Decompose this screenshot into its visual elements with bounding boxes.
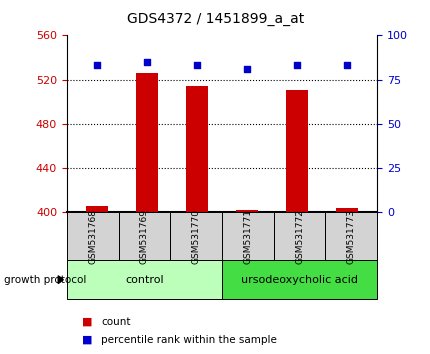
Bar xyxy=(185,86,208,212)
Bar xyxy=(235,210,258,212)
Text: GSM531771: GSM531771 xyxy=(243,209,252,264)
Bar xyxy=(135,73,158,212)
Point xyxy=(243,66,250,72)
Text: percentile rank within the sample: percentile rank within the sample xyxy=(101,335,276,345)
Point xyxy=(93,63,100,68)
Text: GDS4372 / 1451899_a_at: GDS4372 / 1451899_a_at xyxy=(126,12,304,27)
Text: growth protocol: growth protocol xyxy=(4,275,86,285)
Text: ursodeoxycholic acid: ursodeoxycholic acid xyxy=(240,275,357,285)
Bar xyxy=(335,208,357,212)
Bar xyxy=(285,90,307,212)
Point xyxy=(293,63,300,68)
Text: count: count xyxy=(101,317,130,327)
Text: ■: ■ xyxy=(82,335,92,345)
Point xyxy=(343,63,350,68)
Bar xyxy=(86,206,108,212)
Text: control: control xyxy=(125,275,163,285)
Text: GSM531768: GSM531768 xyxy=(88,209,97,264)
Text: GSM531772: GSM531772 xyxy=(295,209,303,264)
Text: GSM531770: GSM531770 xyxy=(191,209,200,264)
Text: ■: ■ xyxy=(82,317,92,327)
Text: GSM531773: GSM531773 xyxy=(346,209,355,264)
Point xyxy=(193,63,200,68)
Text: GSM531769: GSM531769 xyxy=(140,209,148,264)
Point xyxy=(143,59,150,65)
